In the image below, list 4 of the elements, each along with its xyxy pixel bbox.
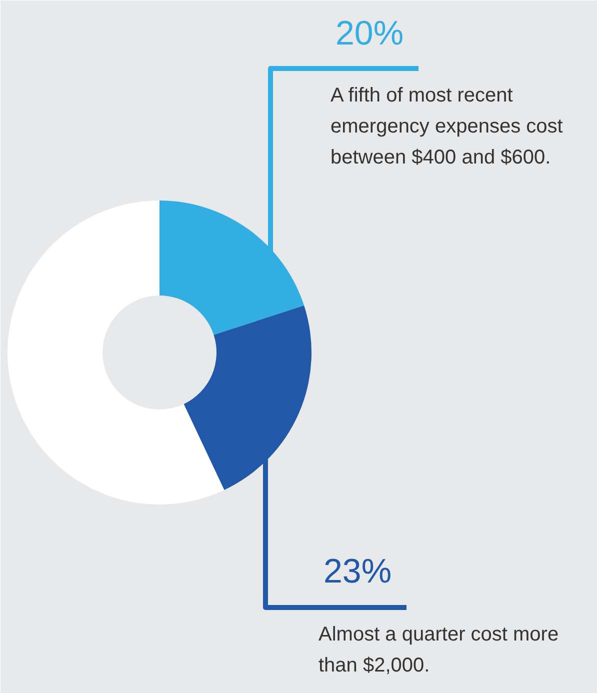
data-label: 23% bbox=[324, 552, 392, 590]
text: Almost a quarter cost more than $2,000. bbox=[318, 624, 559, 676]
text: A fifth of most recent emergency expenses cost between $400 and $600. bbox=[330, 84, 564, 168]
data-label: 20% bbox=[336, 14, 404, 52]
